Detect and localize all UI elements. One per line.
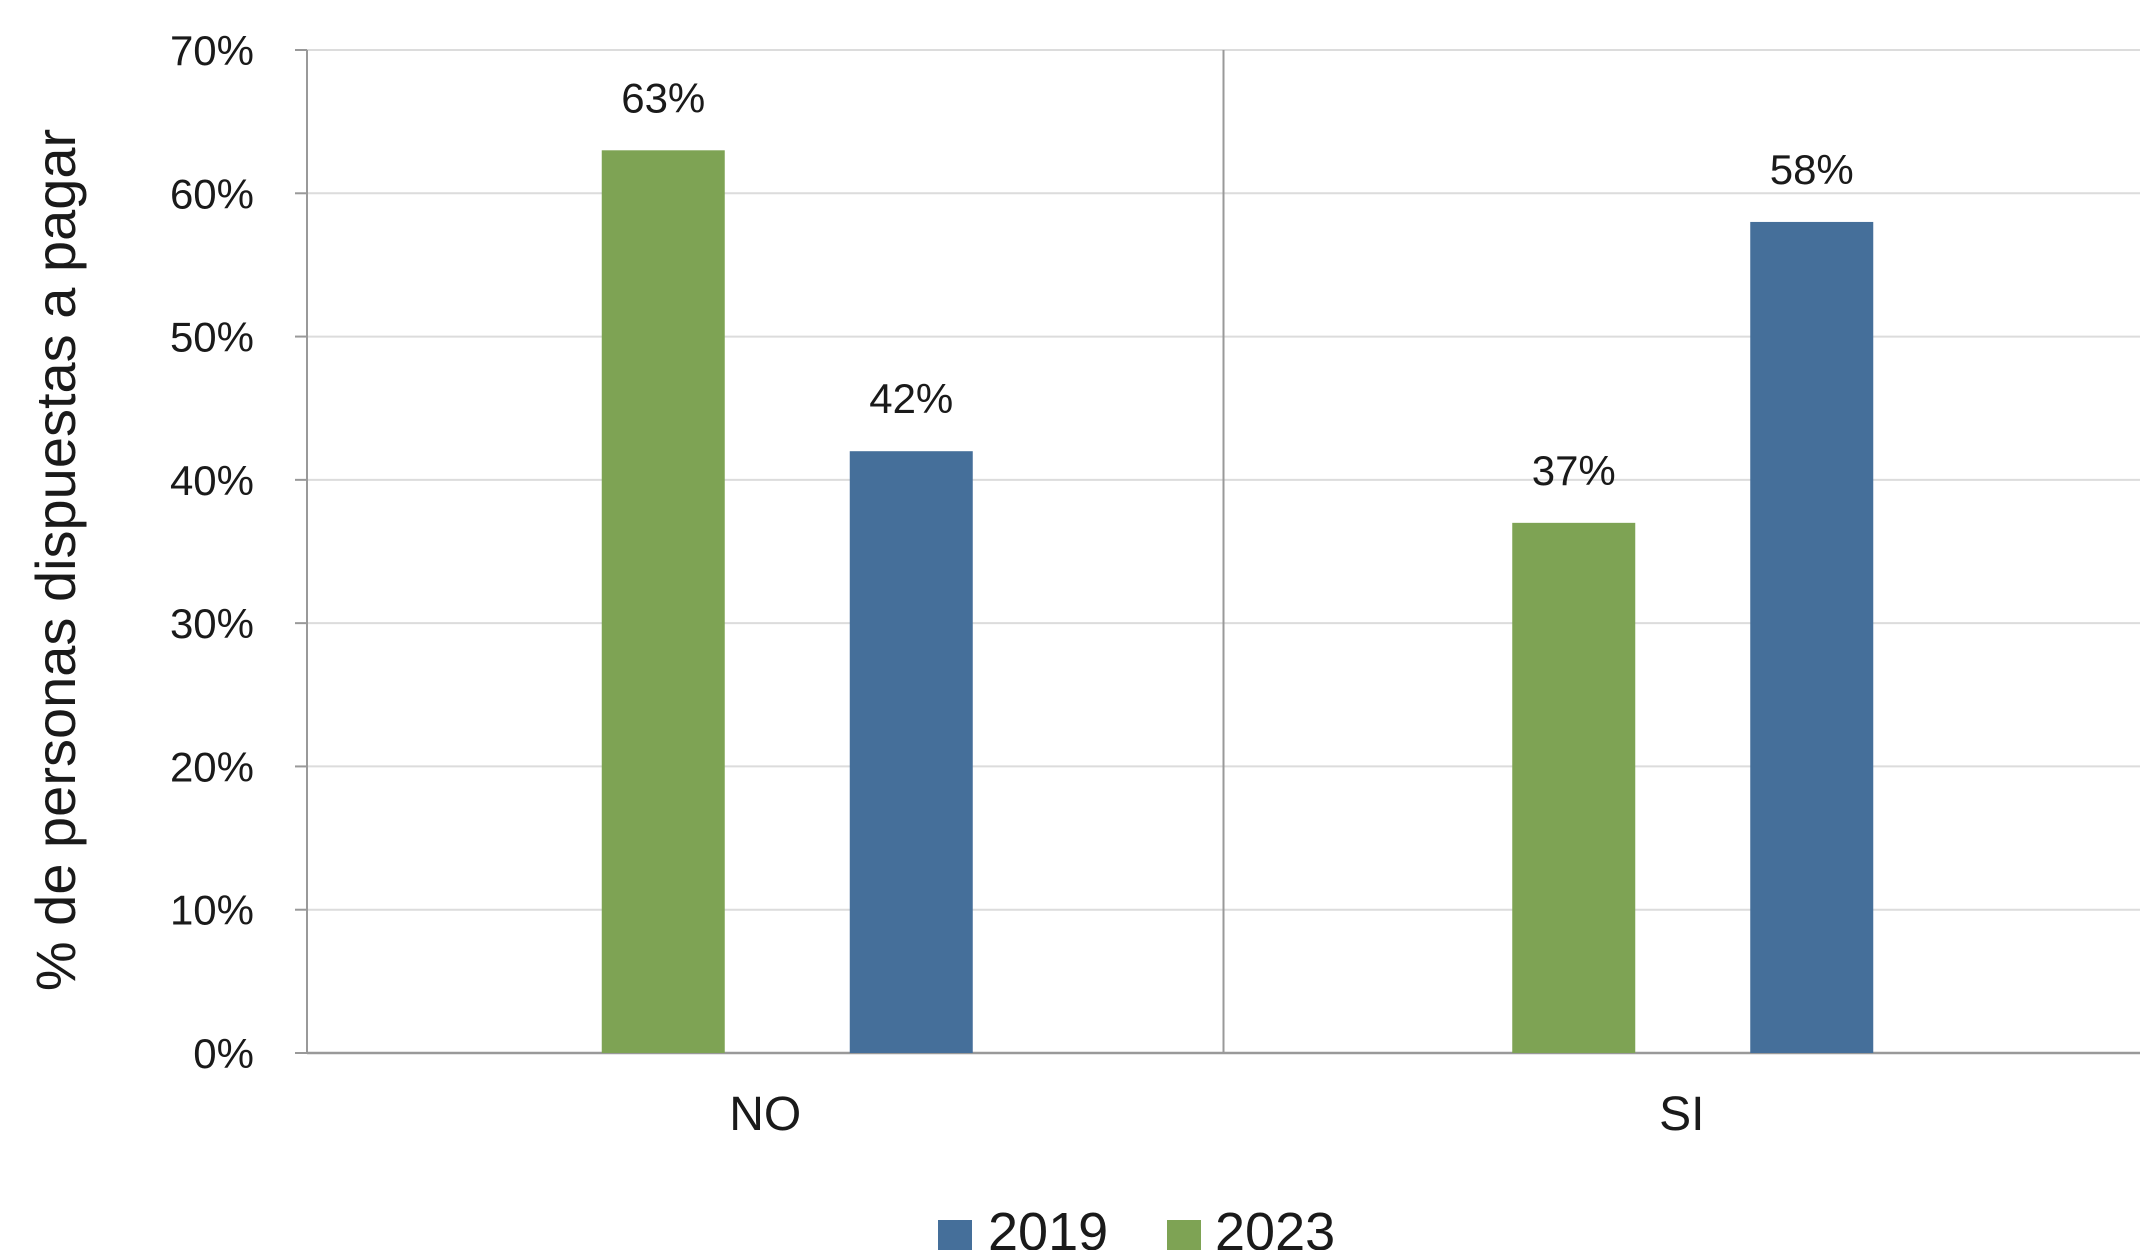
- y-tick-label: 0%: [193, 1030, 254, 1077]
- data-label: 58%: [1770, 146, 1854, 193]
- x-tick-label: SI: [1659, 1088, 1704, 1141]
- x-tick-label: NO: [729, 1088, 801, 1141]
- legend-label-2019: 2019: [988, 1202, 1108, 1250]
- legend-swatch-2023: [1167, 1220, 1201, 1250]
- bar-no-2023: [601, 150, 725, 1054]
- y-axis-label: % de personas dispuestas a pagar: [24, 129, 87, 991]
- y-tick-label: 50%: [170, 314, 254, 361]
- bars: [601, 150, 1874, 1054]
- data-label: 37%: [1532, 447, 1616, 494]
- y-tick-label: 20%: [170, 743, 254, 790]
- bar-si-2023: [1512, 522, 1636, 1053]
- data-label: 42%: [869, 375, 953, 422]
- data-label: 63%: [621, 74, 705, 121]
- y-tick-label: 30%: [170, 600, 254, 647]
- bar-si-2019: [1750, 221, 1874, 1053]
- labels: 63% 42% NO 37% 58% SI: [621, 74, 1854, 1141]
- y-tick-label: 10%: [170, 887, 254, 934]
- y-tick-label: 70%: [170, 27, 254, 74]
- y-tick-label: 60%: [170, 170, 254, 217]
- bar-no-2019: [849, 451, 973, 1053]
- y-tick-label: 40%: [170, 457, 254, 504]
- legend-label-2023: 2023: [1215, 1202, 1335, 1250]
- legend: 2019 2023: [938, 1202, 1335, 1250]
- legend-swatch-2019: [938, 1220, 972, 1250]
